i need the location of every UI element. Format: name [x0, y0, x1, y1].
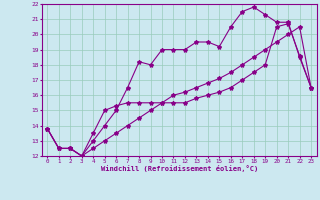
X-axis label: Windchill (Refroidissement éolien,°C): Windchill (Refroidissement éolien,°C) — [100, 165, 258, 172]
